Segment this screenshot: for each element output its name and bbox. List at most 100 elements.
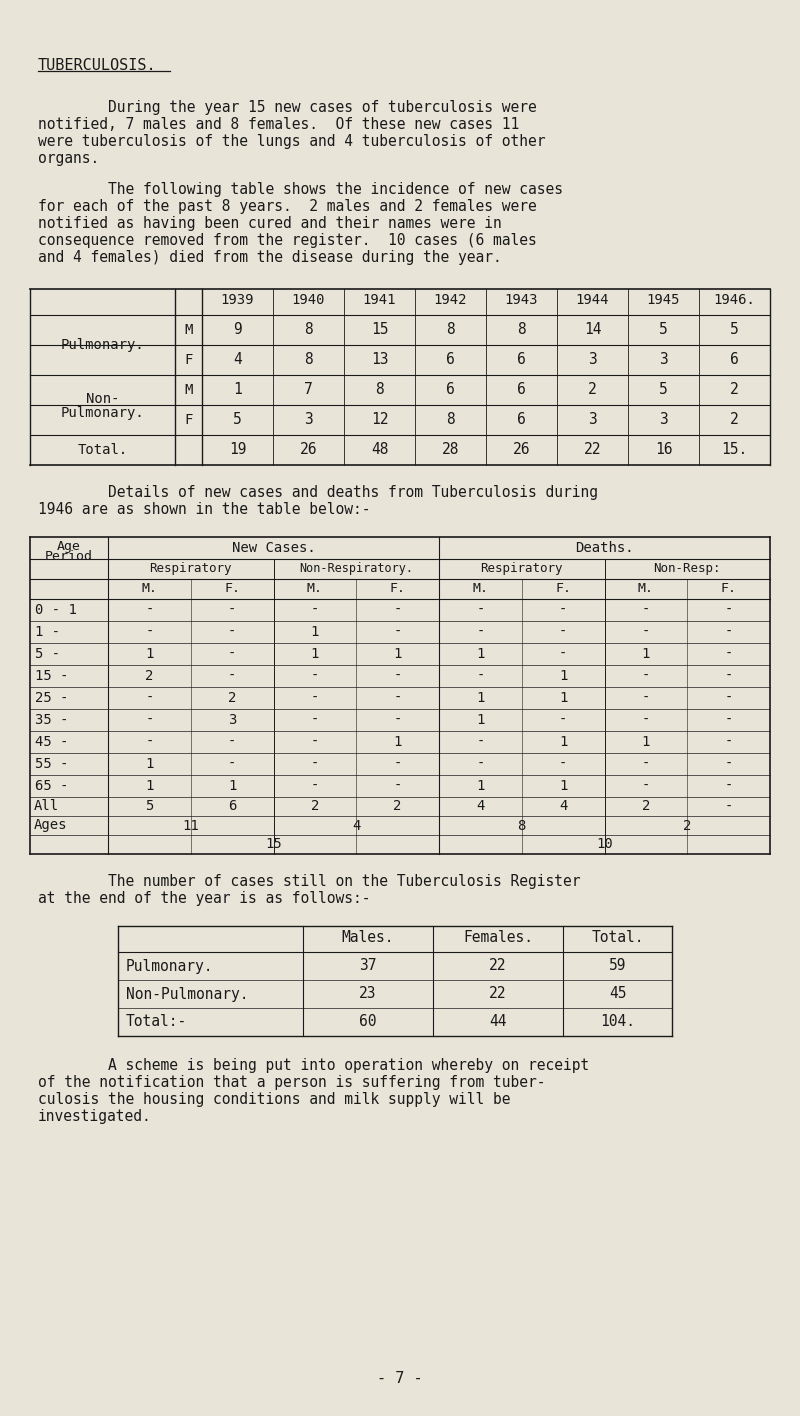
Text: 1: 1 <box>642 735 650 749</box>
Text: -: - <box>145 624 154 639</box>
Text: 2: 2 <box>588 382 597 398</box>
Text: investigated.: investigated. <box>38 1109 152 1124</box>
Text: Period: Period <box>45 549 93 564</box>
Text: 4: 4 <box>233 353 242 368</box>
Text: 2: 2 <box>730 412 739 428</box>
Text: F.: F. <box>224 582 240 595</box>
Text: Pulmonary.: Pulmonary. <box>61 338 144 353</box>
Text: of the notification that a person is suffering from tuber-: of the notification that a person is suf… <box>38 1075 546 1090</box>
Text: notified as having been cured and their names were in: notified as having been cured and their … <box>38 217 502 231</box>
Text: 2: 2 <box>683 818 691 833</box>
Text: 3: 3 <box>659 353 668 368</box>
Text: TUBERCULOSIS.: TUBERCULOSIS. <box>38 58 157 74</box>
Text: 45 -: 45 - <box>35 735 69 749</box>
Text: 1: 1 <box>559 691 567 705</box>
Text: -: - <box>476 758 485 770</box>
Text: 0 - 1: 0 - 1 <box>35 603 77 617</box>
Text: F: F <box>184 413 193 428</box>
Text: - 7 -: - 7 - <box>377 1371 423 1386</box>
Text: 8: 8 <box>375 382 384 398</box>
Text: 3: 3 <box>304 412 313 428</box>
Text: F.: F. <box>721 582 737 595</box>
Text: -: - <box>394 758 402 770</box>
Text: -: - <box>228 624 236 639</box>
Text: The following table shows the incidence of new cases: The following table shows the incidence … <box>38 183 563 197</box>
Text: notified, 7 males and 8 females.  Of these new cases 11: notified, 7 males and 8 females. Of thes… <box>38 118 519 132</box>
Text: F.: F. <box>555 582 571 595</box>
Text: -: - <box>310 779 319 793</box>
Text: 6: 6 <box>228 800 236 814</box>
Text: -: - <box>394 779 402 793</box>
Text: -: - <box>725 758 733 770</box>
Text: 5: 5 <box>233 412 242 428</box>
Text: 1: 1 <box>559 779 567 793</box>
Text: 15 -: 15 - <box>35 668 69 683</box>
Text: 23: 23 <box>359 987 377 1001</box>
Text: 22: 22 <box>490 987 506 1001</box>
Text: -: - <box>145 603 154 617</box>
Text: 1: 1 <box>394 735 402 749</box>
Text: 11: 11 <box>182 818 199 833</box>
Text: 14: 14 <box>584 323 602 337</box>
Text: 5 -: 5 - <box>35 647 60 661</box>
Text: 45: 45 <box>609 987 626 1001</box>
Text: 3: 3 <box>659 412 668 428</box>
Text: at the end of the year is as follows:-: at the end of the year is as follows:- <box>38 891 370 906</box>
Text: -: - <box>642 603 650 617</box>
Text: 2: 2 <box>310 800 319 814</box>
Text: 15.: 15. <box>722 442 748 457</box>
Text: 6: 6 <box>517 353 526 368</box>
Text: -: - <box>559 603 567 617</box>
Text: -: - <box>642 624 650 639</box>
Text: 4: 4 <box>352 818 361 833</box>
Text: 1: 1 <box>559 668 567 683</box>
Text: -: - <box>559 624 567 639</box>
Text: 1: 1 <box>559 735 567 749</box>
Text: -: - <box>310 758 319 770</box>
Text: 2: 2 <box>394 800 402 814</box>
Text: F: F <box>184 353 193 367</box>
Text: 6: 6 <box>517 382 526 398</box>
Text: -: - <box>310 668 319 683</box>
Text: 1: 1 <box>476 714 485 726</box>
Text: 2: 2 <box>228 691 236 705</box>
Text: -: - <box>228 603 236 617</box>
Text: 2: 2 <box>642 800 650 814</box>
Text: 1: 1 <box>394 647 402 661</box>
Text: culosis the housing conditions and milk supply will be: culosis the housing conditions and milk … <box>38 1092 510 1107</box>
Text: 1939: 1939 <box>221 293 254 307</box>
Text: Total.: Total. <box>78 443 128 457</box>
Text: 1946 are as shown in the table below:-: 1946 are as shown in the table below:- <box>38 503 370 517</box>
Text: and 4 females) died from the disease during the year.: and 4 females) died from the disease dur… <box>38 251 502 265</box>
Text: Males.: Males. <box>342 930 394 944</box>
Text: -: - <box>725 714 733 726</box>
Text: -: - <box>145 714 154 726</box>
Text: 26: 26 <box>300 442 318 457</box>
Text: 22: 22 <box>584 442 602 457</box>
Text: -: - <box>476 624 485 639</box>
Text: 26: 26 <box>513 442 530 457</box>
Text: -: - <box>310 691 319 705</box>
Text: -: - <box>642 691 650 705</box>
Text: M: M <box>184 323 193 337</box>
Text: 6: 6 <box>446 382 455 398</box>
Text: -: - <box>642 758 650 770</box>
Text: Females.: Females. <box>463 930 533 944</box>
Text: -: - <box>476 603 485 617</box>
Text: 6: 6 <box>730 353 739 368</box>
Text: 3: 3 <box>228 714 236 726</box>
Text: 1940: 1940 <box>292 293 326 307</box>
Text: -: - <box>394 668 402 683</box>
Text: 1: 1 <box>145 779 154 793</box>
Text: 3: 3 <box>588 412 597 428</box>
Text: -: - <box>394 691 402 705</box>
Text: 1: 1 <box>476 779 485 793</box>
Text: Age: Age <box>57 539 81 554</box>
Text: Non-Resp:: Non-Resp: <box>654 562 721 575</box>
Text: -: - <box>642 714 650 726</box>
Text: -: - <box>559 758 567 770</box>
Text: -: - <box>228 647 236 661</box>
Text: 1: 1 <box>145 758 154 770</box>
Text: 7: 7 <box>304 382 313 398</box>
Text: 28: 28 <box>442 442 459 457</box>
